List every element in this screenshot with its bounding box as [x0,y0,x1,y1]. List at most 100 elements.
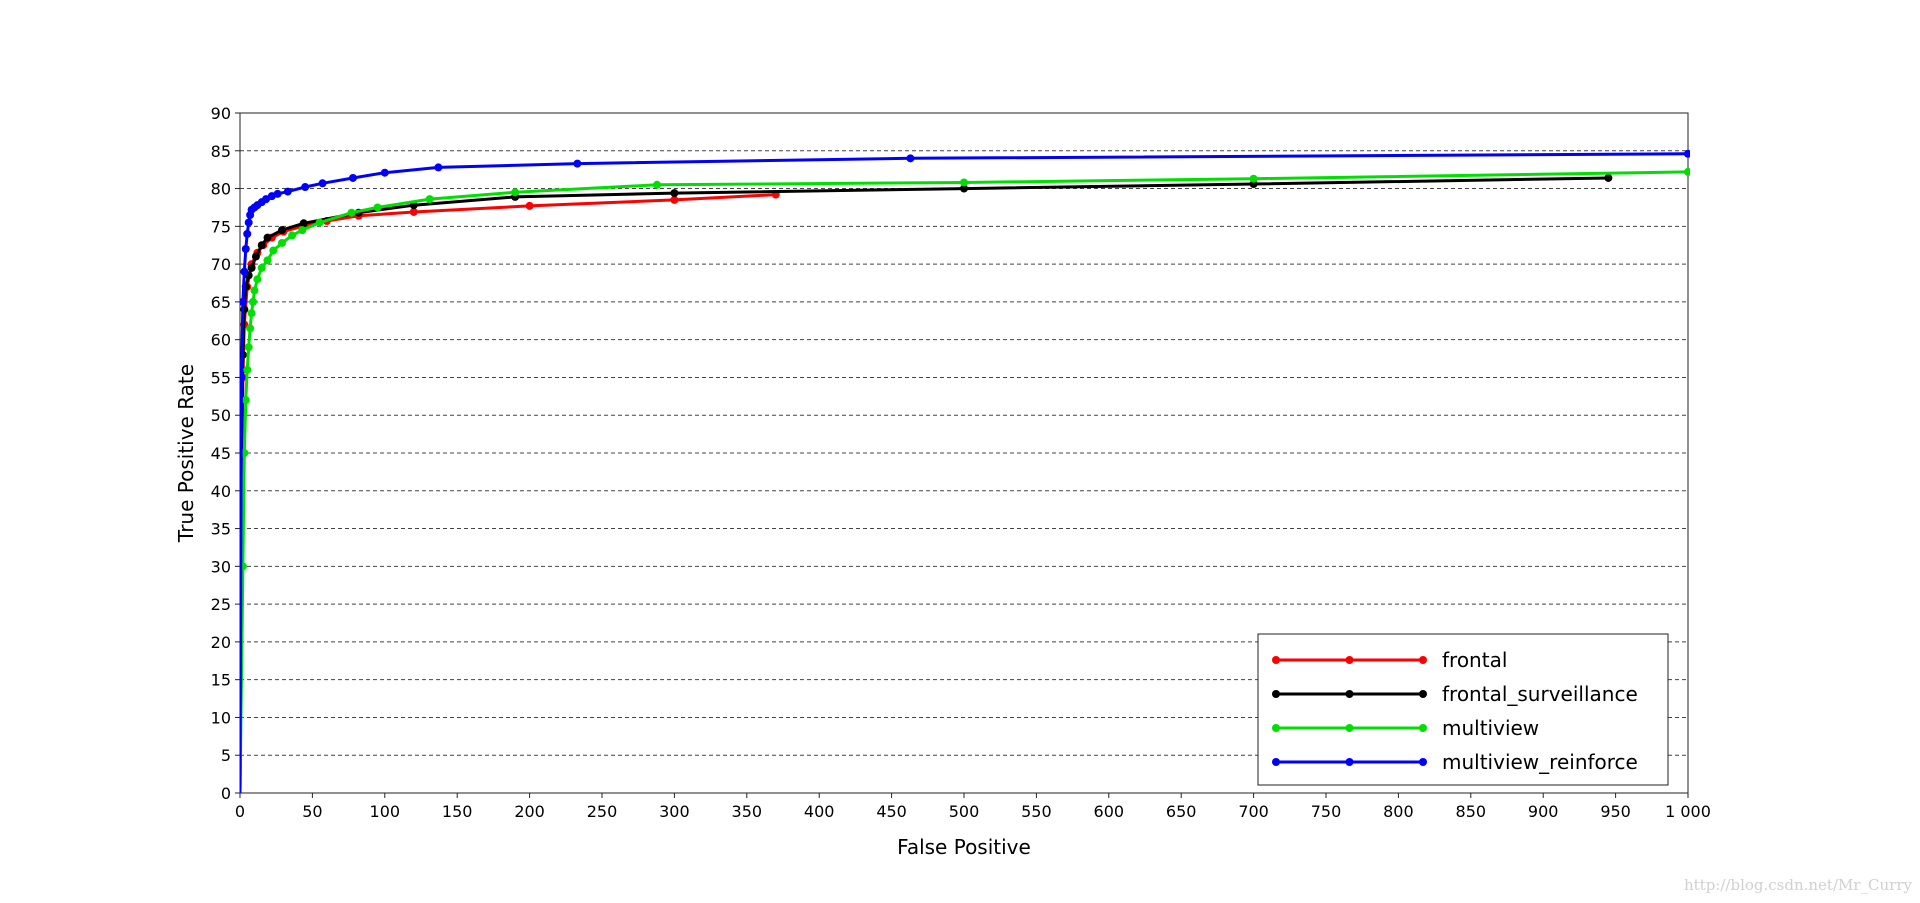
y-tick-label: 10 [211,708,231,727]
data-point-multiview_reinforce [380,168,389,177]
y-tick-label: 80 [211,180,231,199]
data-point-multiview [277,238,286,247]
data-point-multiview [247,309,256,318]
data-point-multiview [298,226,307,235]
legend-label: frontal [1442,648,1507,672]
data-point-frontal [670,195,679,204]
x-tick-label: 650 [1166,802,1197,821]
data-point-multiview [347,208,356,217]
y-tick-label: 75 [211,217,231,236]
x-tick-label: 1 000 [1665,802,1711,821]
legend-swatch-marker [1419,724,1427,732]
series-multiview_reinforce [240,149,1690,794]
legend-entry-frontal: frontal [1272,648,1507,672]
data-point-frontal_surveillance [960,184,968,193]
legend-swatch-marker [1272,758,1280,766]
data-point-multiview_reinforce [1684,149,1690,158]
data-point-frontal_surveillance [277,226,286,235]
data-point-multiview [263,256,272,265]
x-tick-label: 900 [1528,802,1559,821]
y-tick-label: 55 [211,368,231,387]
data-point-multiview_reinforce [273,189,282,198]
legend-label: frontal_surveillance [1442,682,1638,706]
data-point-multiview_reinforce [434,163,443,172]
data-point-multiview [243,365,252,374]
data-point-multiview_reinforce [301,183,310,192]
x-tick-label: 350 [732,802,763,821]
data-point-frontal [409,207,418,216]
data-point-multiview [253,275,262,284]
data-point-frontal_surveillance [263,233,272,242]
y-tick-label: 60 [211,331,231,350]
data-point-multiview [244,343,253,352]
data-point-multiview_reinforce [318,179,327,188]
x-tick-label: 250 [587,802,618,821]
data-point-multiview [315,218,324,227]
legend-label: multiview [1442,716,1539,740]
y-tick-label: 0 [221,784,231,803]
data-point-multiview_reinforce [243,229,252,238]
y-tick-label: 90 [211,104,231,123]
legend-swatch-marker [1272,656,1280,664]
data-point-frontal_surveillance [251,252,260,261]
data-point-multiview [241,396,250,405]
legend-swatch-marker [1272,690,1280,698]
series-frontal_surveillance [240,173,1613,794]
data-point-multiview [269,246,278,255]
data-point-multiview_reinforce [283,187,292,196]
x-tick-label: 500 [949,802,980,821]
data-point-multiview [960,178,968,187]
data-point-multiview [1684,167,1690,176]
x-tick-label: 550 [1021,802,1052,821]
data-point-multiview_reinforce [240,297,247,306]
legend: frontal frontal_surveillance multiview mult… [1257,633,1669,786]
y-tick-label: 35 [211,520,231,539]
data-point-multiview [250,286,259,295]
data-point-frontal [525,201,534,210]
y-tick-label: 30 [211,557,231,576]
data-point-multiview [249,297,258,306]
legend-swatch-marker [1345,690,1354,698]
data-point-multiview [246,324,255,333]
y-axis-title: True Positive Rate [174,364,198,543]
data-point-multiview [425,195,434,204]
data-point-multiview_reinforce [573,159,582,168]
data-point-multiview_reinforce [241,245,250,253]
x-tick-label: 0 [235,802,245,821]
data-point-multiview_reinforce [348,173,357,182]
legend-entry-frontal_surveillance: frontal_surveillance [1272,682,1638,706]
data-series [240,149,1690,794]
data-point-multiview_reinforce [244,218,253,227]
data-point-multiview_reinforce [240,373,246,382]
legend-swatch-marker [1345,724,1354,732]
x-tick-label: 750 [1311,802,1342,821]
x-tick-label: 200 [514,802,545,821]
series-multiview [240,167,1690,794]
legend-swatch-marker [1345,758,1354,766]
x-tick-label: 50 [302,802,322,821]
x-tick-label: 100 [370,802,401,821]
watermark-text: http://blog.csdn.net/Mr_Curry [1684,876,1913,894]
data-point-frontal_surveillance [257,241,266,250]
y-tick-label: 5 [221,746,231,765]
legend-entry-multiview_reinforce: multiview_reinforce [1272,750,1638,774]
legend-swatch-marker [1345,656,1354,664]
data-point-multiview [653,180,662,189]
y-tick-label: 40 [211,482,231,501]
data-point-frontal_surveillance [247,263,256,272]
legend-entry-multiview: multiview [1272,716,1539,740]
legend-swatch-marker [1419,758,1427,766]
x-axis-title: False Positive [897,835,1031,859]
y-tick-label: 85 [211,142,231,161]
data-point-frontal_surveillance [299,219,308,228]
gridlines [240,112,1688,756]
x-tick-label: 150 [442,802,473,821]
y-tick-label: 70 [211,255,231,274]
x-tick-label: 450 [876,802,907,821]
x-tick-label: 600 [1094,802,1125,821]
x-tick-label: 850 [1456,802,1487,821]
x-tick-label: 300 [659,802,690,821]
y-tick-label: 25 [211,595,231,614]
data-point-multiview [373,203,382,212]
